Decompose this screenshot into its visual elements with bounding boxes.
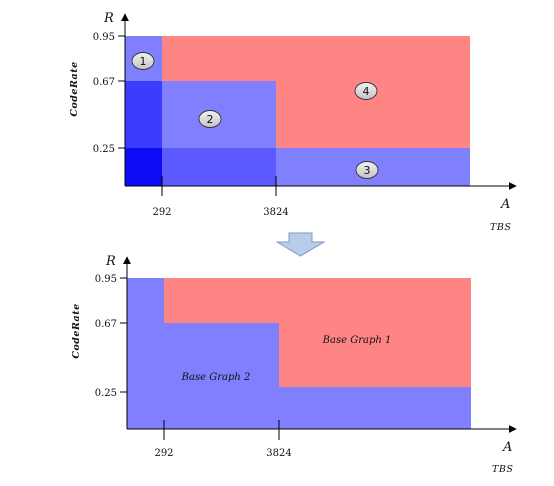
bottom-y-axis-label: CodeRate	[71, 303, 82, 358]
region-4-badge-label: 4	[363, 85, 370, 98]
bottom-y-axis-letter: R	[105, 254, 116, 269]
bottom-panel: 0.95 0.67 0.25 292 3824 R CodeRate A TBS…	[71, 254, 517, 475]
overlap-2-3-fill	[162, 148, 276, 186]
base-graph-1-label: Base Graph 1	[322, 335, 392, 346]
region-4-badge: 4	[354, 82, 378, 100]
bottom-x-axis-label: TBS	[492, 464, 513, 475]
top-y-axis-letter: R	[103, 11, 114, 26]
region-3-badge-label: 3	[364, 164, 371, 177]
overlap-1-2-3-fill	[125, 148, 162, 186]
top-y-tick-025: 0.25	[93, 144, 115, 155]
region-2-badge-label: 2	[207, 113, 214, 126]
region-1-badge: 1	[131, 52, 155, 70]
top-x-tick-3824: 3824	[263, 207, 288, 218]
region-2-badge: 2	[198, 110, 222, 128]
region-3-badge: 3	[355, 161, 379, 179]
bottom-x-tick-3824: 3824	[266, 448, 291, 459]
top-x-tick-292: 292	[152, 207, 171, 218]
bottom-x-tick-292: 292	[154, 448, 173, 459]
top-y-tick-095: 0.95	[93, 32, 115, 43]
bottom-y-tick-025: 0.25	[95, 388, 117, 399]
top-y-axis-label: CodeRate	[69, 61, 80, 116]
base-graph-2-region	[127, 278, 471, 429]
base-graph-2-label: Base Graph 2	[181, 372, 251, 383]
overlap-1-2-fill	[125, 81, 162, 148]
bottom-x-axis-letter: A	[502, 440, 512, 455]
bottom-y-tick-095: 0.95	[95, 274, 117, 285]
top-x-axis-letter: A	[500, 197, 510, 212]
top-y-tick-067: 0.67	[93, 77, 115, 88]
top-panel: 0.95 0.67 0.25 292 3824 R CodeRate A TBS…	[69, 11, 517, 233]
down-arrow-icon	[275, 232, 326, 257]
bottom-y-tick-067: 0.67	[95, 319, 117, 330]
region-1-badge-label: 1	[140, 55, 147, 68]
top-x-axis-label: TBS	[490, 222, 511, 233]
